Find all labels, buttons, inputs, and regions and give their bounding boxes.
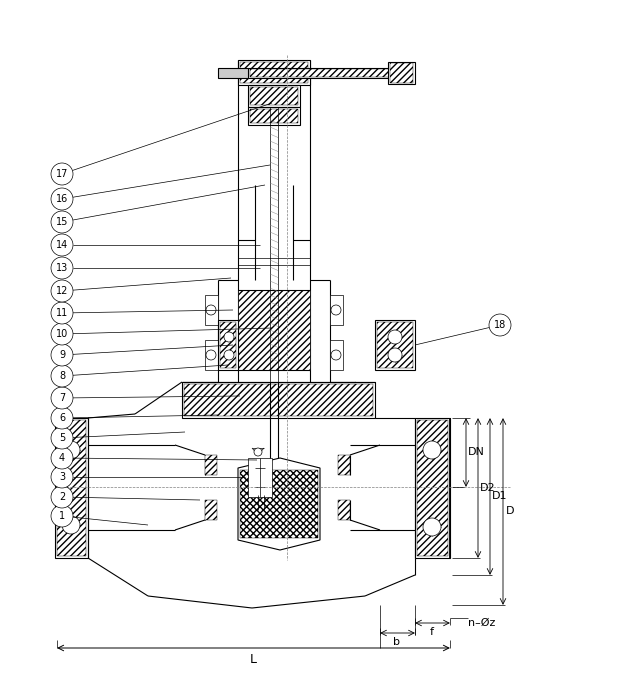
Text: 1: 1: [59, 511, 65, 521]
Circle shape: [51, 257, 73, 279]
Circle shape: [51, 365, 73, 387]
Circle shape: [331, 305, 341, 315]
Text: 12: 12: [56, 286, 68, 296]
Text: 16: 16: [56, 194, 68, 204]
Circle shape: [489, 314, 511, 336]
Circle shape: [62, 441, 80, 459]
Bar: [205, 455, 217, 475]
Text: 4: 4: [59, 453, 65, 463]
Circle shape: [51, 323, 73, 345]
Circle shape: [51, 280, 73, 302]
Polygon shape: [182, 382, 375, 418]
Circle shape: [206, 350, 216, 360]
Circle shape: [388, 330, 402, 344]
Polygon shape: [218, 68, 248, 78]
Circle shape: [423, 518, 441, 536]
Circle shape: [224, 350, 234, 360]
Polygon shape: [218, 320, 238, 370]
Text: 13: 13: [56, 263, 68, 273]
Text: 11: 11: [56, 308, 68, 318]
Circle shape: [254, 448, 262, 456]
Bar: [377, 322, 413, 368]
Bar: [240, 470, 318, 538]
Text: DN: DN: [468, 447, 485, 457]
Text: 6: 6: [59, 413, 65, 423]
Circle shape: [51, 427, 73, 449]
Bar: [417, 420, 448, 556]
Polygon shape: [248, 458, 272, 497]
Text: D: D: [506, 506, 515, 516]
Text: 8: 8: [59, 371, 65, 381]
Text: 2: 2: [59, 492, 65, 502]
Polygon shape: [388, 62, 415, 84]
Polygon shape: [55, 418, 88, 558]
Bar: [184, 384, 373, 416]
Text: f: f: [430, 627, 434, 637]
Circle shape: [51, 407, 73, 429]
Bar: [330, 295, 343, 325]
Bar: [205, 295, 218, 325]
Polygon shape: [375, 320, 415, 370]
Bar: [248, 107, 300, 125]
Bar: [338, 455, 350, 475]
Circle shape: [51, 211, 73, 233]
Circle shape: [51, 302, 73, 324]
Bar: [240, 62, 308, 83]
Circle shape: [331, 350, 341, 360]
Polygon shape: [248, 68, 400, 78]
Polygon shape: [415, 418, 450, 558]
Text: 14: 14: [56, 240, 68, 250]
Text: D2: D2: [480, 483, 496, 493]
Bar: [205, 340, 218, 370]
Circle shape: [51, 387, 73, 409]
Text: 9: 9: [59, 350, 65, 360]
Circle shape: [206, 305, 216, 315]
Bar: [205, 500, 217, 520]
Text: 18: 18: [494, 320, 506, 330]
Bar: [250, 109, 298, 123]
Text: L: L: [250, 653, 257, 666]
Circle shape: [51, 505, 73, 527]
Bar: [220, 322, 236, 368]
Circle shape: [51, 466, 73, 488]
Bar: [238, 290, 310, 370]
Bar: [338, 500, 350, 520]
Bar: [250, 87, 298, 105]
Text: b: b: [394, 637, 401, 647]
Bar: [330, 340, 343, 370]
Bar: [57, 420, 86, 556]
Circle shape: [51, 234, 73, 256]
Text: 17: 17: [56, 169, 68, 179]
Circle shape: [62, 516, 80, 534]
Bar: [390, 63, 413, 83]
Circle shape: [388, 348, 402, 362]
Text: n–Øz: n–Øz: [468, 618, 495, 628]
Circle shape: [51, 486, 73, 508]
Circle shape: [224, 332, 234, 342]
Text: D1: D1: [492, 491, 508, 501]
Circle shape: [51, 188, 73, 210]
Circle shape: [51, 163, 73, 185]
Text: 7: 7: [59, 393, 65, 403]
Text: 10: 10: [56, 329, 68, 339]
Circle shape: [51, 447, 73, 469]
Text: 15: 15: [56, 217, 68, 227]
Bar: [238, 60, 310, 85]
Bar: [248, 85, 300, 107]
Circle shape: [423, 441, 441, 459]
Polygon shape: [238, 458, 320, 550]
Bar: [250, 69, 398, 77]
Text: 5: 5: [59, 433, 65, 443]
Circle shape: [51, 344, 73, 366]
Text: 3: 3: [59, 472, 65, 482]
